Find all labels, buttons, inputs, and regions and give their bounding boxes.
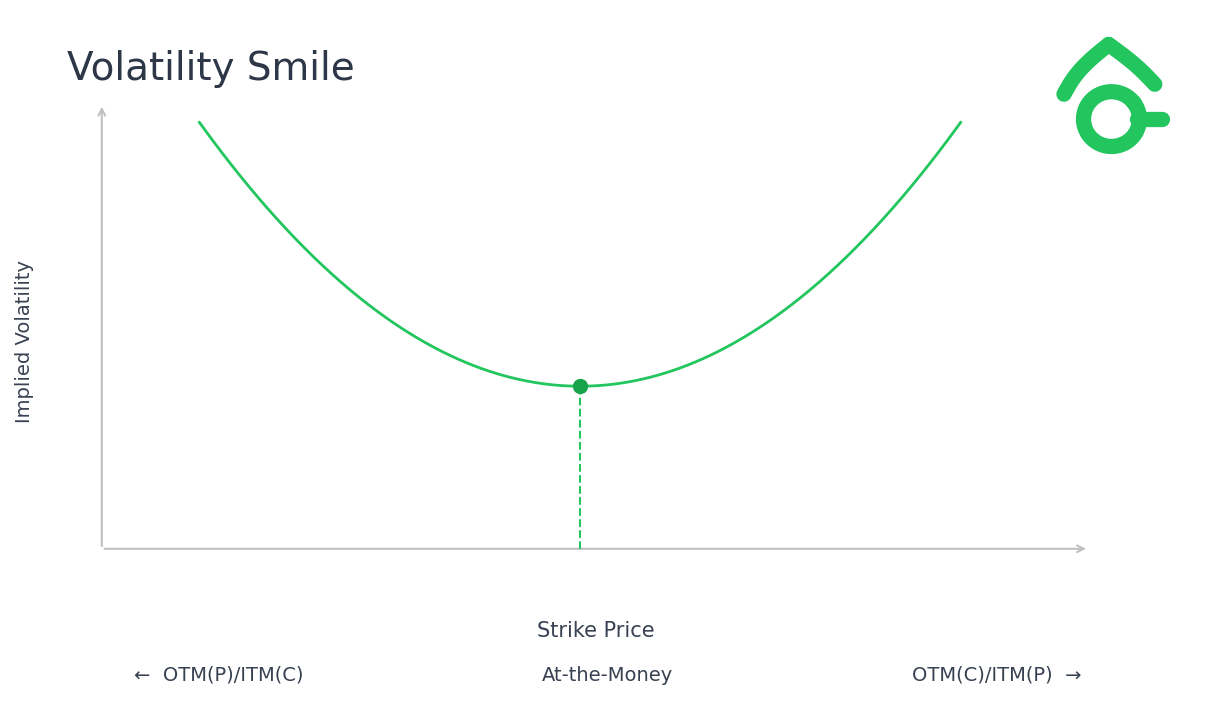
Text: Volatility Smile: Volatility Smile	[67, 50, 355, 87]
Text: At-the-Money: At-the-Money	[542, 666, 673, 685]
Text: Implied Volatility: Implied Volatility	[15, 260, 34, 423]
Point	[570, 380, 589, 392]
Text: Strike Price: Strike Price	[537, 621, 654, 641]
Text: ←  OTM(P)/ITM(C): ← OTM(P)/ITM(C)	[134, 666, 304, 685]
Text: OTM(C)/ITM(P)  →: OTM(C)/ITM(P) →	[911, 666, 1081, 685]
